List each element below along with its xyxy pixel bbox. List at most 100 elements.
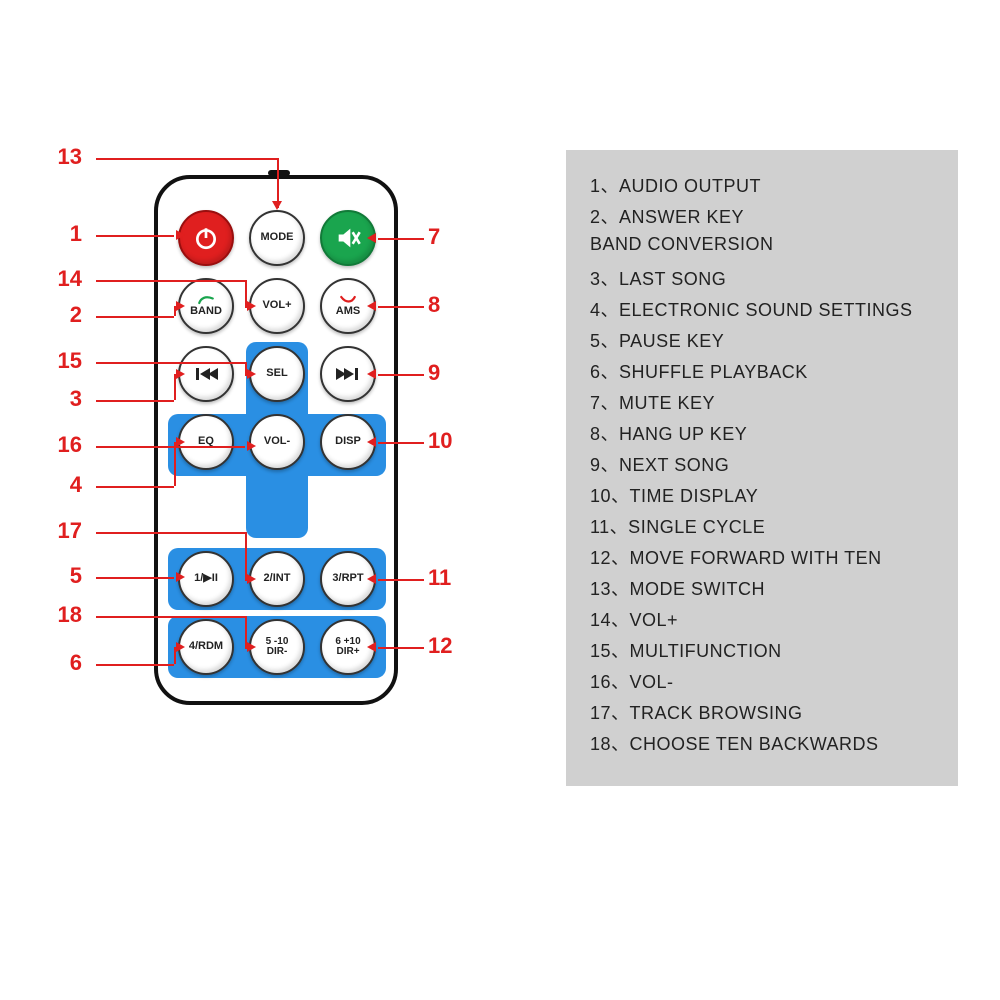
callout-number: 7 [428,224,482,250]
callout-number: 17 [28,518,82,544]
callout-line [378,238,424,240]
legend-item: 10、TIME DISPLAY [590,482,758,508]
button-label: BAND [190,306,222,318]
vol-up-button[interactable]: VOL+ [249,278,305,334]
callout-line [96,616,245,618]
legend-item: 12、MOVE FORWARD WITH TEN [590,544,882,570]
callout-line [96,446,245,448]
legend-item: 13、MODE SWITCH [590,575,765,601]
legend-item: 16、VOL- [590,668,674,694]
callout-number: 13 [28,144,82,170]
arrowhead-icon [367,642,376,652]
callout-line [96,362,245,364]
callout-line [378,579,424,581]
mode-button[interactable]: MODE [249,210,305,266]
callout-line [96,235,174,237]
callout-number: 14 [28,266,82,292]
rdm-button[interactable]: 4/RDM [178,619,234,675]
callout-number: 4 [28,472,82,498]
arrowhead-icon [176,369,185,379]
legend-item: 18、CHOOSE TEN BACKWARDS [590,730,879,756]
dir-dn-button[interactable]: 5 -10DIR- [249,619,305,675]
legend-item: 11、SINGLE CYCLE [590,513,765,539]
arrowhead-icon [176,437,185,447]
legend-item: 15、MULTIFUNCTION [590,637,782,663]
button-label: VOL+ [262,300,291,312]
callout-number: 2 [28,302,82,328]
callout-line [96,316,174,318]
callout-number: 5 [28,563,82,589]
callout-number: 3 [28,386,82,412]
legend-item: BAND CONVERSION [590,234,774,255]
next-icon [336,366,360,382]
callout-number: 10 [428,428,482,454]
legend-item: 17、TRACK BROWSING [590,699,803,725]
eq-button[interactable]: EQ [178,414,234,470]
callout-line [96,280,245,282]
callout-line [174,442,176,486]
callout-line [245,532,247,579]
arrowhead-icon [367,369,376,379]
button-label: DIR- [267,647,288,658]
sel-button[interactable]: SEL [249,346,305,402]
callout-line [378,306,424,308]
button-label: SEL [266,368,287,380]
callout-number: 16 [28,432,82,458]
button-label: 2/INT [264,573,291,585]
callout-number: 11 [428,565,482,591]
legend-item: 1、AUDIO OUTPUT [590,172,761,198]
prev-icon [194,366,218,382]
callout-line [96,486,174,488]
callout-line [378,442,424,444]
button-label: VOL- [264,436,290,448]
arrowhead-icon [176,572,185,582]
vol-dn-button[interactable]: VOL- [249,414,305,470]
legend-item: 7、MUTE KEY [590,389,715,415]
callout-number: 9 [428,360,482,386]
callout-line [96,158,277,160]
arrowhead-icon [272,201,282,210]
arrowhead-icon [247,642,256,652]
callout-number: 12 [428,633,482,659]
legend-item: 6、SHUFFLE PLAYBACK [590,358,808,384]
callout-number: 15 [28,348,82,374]
callout-number: 18 [28,602,82,628]
arrowhead-icon [176,642,185,652]
power-icon [193,225,219,251]
callout-number: 8 [428,292,482,318]
prev-button[interactable] [178,346,234,402]
arrowhead-icon [247,574,256,584]
band-button[interactable]: BAND [178,278,234,334]
legend-item: 4、ELECTRONIC SOUND SETTINGS [590,296,913,322]
callout-number: 6 [28,650,82,676]
arrowhead-icon [247,441,256,451]
power-button[interactable] [178,210,234,266]
int-button[interactable]: 2/INT [249,551,305,607]
button-label: 3/RPT [332,573,363,585]
arrowhead-icon [247,301,256,311]
arrowhead-icon [367,233,376,243]
arrowhead-icon [247,369,256,379]
button-label: AMS [336,306,360,318]
arrowhead-icon [176,230,185,240]
button-label: DISP [335,436,361,448]
mute-icon [334,224,362,252]
callout-number: 1 [28,221,82,247]
button-label: MODE [261,232,294,244]
button-label: 1/▶II [194,573,218,585]
callout-line [378,647,424,649]
legend-item: 3、LAST SONG [590,265,726,291]
legend-item: 14、VOL+ [590,606,678,632]
legend-item: 8、HANG UP KEY [590,420,747,446]
pause-button[interactable]: 1/▶II [178,551,234,607]
callout-line [96,577,174,579]
callout-line [96,400,174,402]
arrowhead-icon [367,301,376,311]
arrowhead-icon [367,437,376,447]
legend-item: 2、ANSWER KEY [590,203,744,229]
callout-line [378,374,424,376]
ir-window [268,170,290,176]
legend-item: 5、PAUSE KEY [590,327,724,353]
callout-line [96,664,174,666]
legend-item: 9、NEXT SONG [590,451,729,477]
